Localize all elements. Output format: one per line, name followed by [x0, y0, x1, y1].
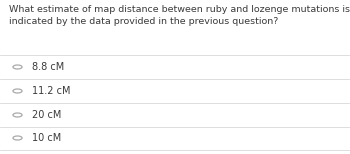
Text: 8.8 cM: 8.8 cM [32, 62, 64, 72]
Text: What estimate of map distance between ruby and lozenge mutations is
indicated by: What estimate of map distance between ru… [9, 5, 350, 26]
Text: 11.2 cM: 11.2 cM [32, 86, 70, 96]
Text: 10 cM: 10 cM [32, 133, 61, 143]
Text: 20 cM: 20 cM [32, 110, 61, 120]
